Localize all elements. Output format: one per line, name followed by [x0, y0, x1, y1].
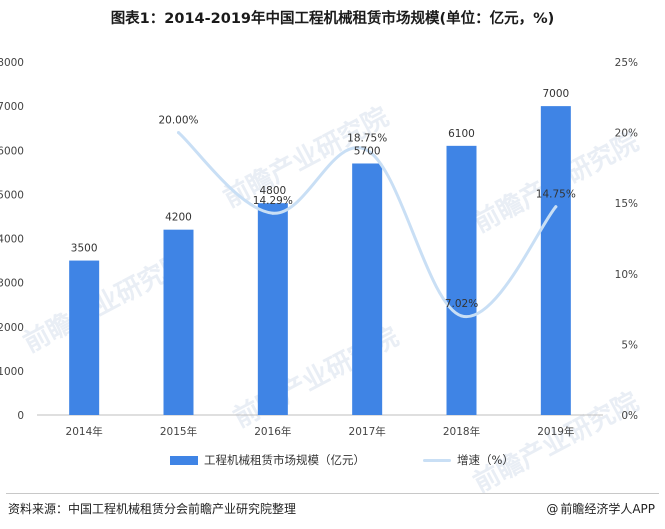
bar-value-label: 3500 [71, 243, 98, 255]
bar-layer [69, 106, 571, 415]
growth-value-label: 7.02% [445, 298, 478, 310]
legend-bar-label: 工程机械租赁市场规模（亿元） [204, 453, 365, 467]
bar [446, 145, 477, 415]
legend: 工程机械租赁市场规模（亿元） 增速（%） [170, 452, 572, 468]
y-right-tick-label: 25% [615, 57, 638, 69]
bar-value-label: 4200 [165, 212, 192, 224]
bar-value-label: 6100 [448, 128, 475, 140]
bar [257, 203, 288, 415]
line-layer [177, 131, 558, 318]
axis-layer: 0 1000 2000 3000 4000 5000 6000 7000 8000 0% 5% 10%… [0, 57, 638, 438]
y-left-tick-label: 3000 [0, 278, 24, 290]
x-tick-label: 2017年 [349, 425, 386, 438]
legend-item-bar: 工程机械租赁市场规模（亿元） [170, 452, 365, 468]
legend-line-label: 增速（%） [457, 453, 514, 467]
credit-text: 前瞻经济学人APP [560, 502, 655, 516]
y-left-tick-label: 8000 [0, 57, 24, 69]
y-right-tick-label: 10% [615, 269, 638, 281]
bar-value-label: 4800 [259, 185, 286, 197]
y-right-tick-label: 5% [621, 339, 638, 351]
growth-point [460, 314, 463, 318]
data-label-layer: 3500 4200 4800 5700 6100 7000 20.00% 14.29% 18.7… [71, 88, 576, 310]
x-tick-label: 2019年 [537, 425, 574, 438]
y-left-tick-label: 1000 [0, 366, 24, 378]
y-right-tick-label: 0% [621, 410, 638, 422]
growth-point [365, 148, 369, 152]
x-tick-label: 2018年 [443, 425, 480, 438]
legend-item-line: 增速（%） [423, 452, 514, 468]
bar [352, 163, 383, 415]
x-tick-label: 2016年 [254, 425, 291, 438]
growth-value-label: 18.75% [347, 132, 387, 144]
growth-value-label: 14.75% [536, 189, 576, 201]
y-left-tick-label: 2000 [0, 322, 24, 334]
x-tick-label: 2014年 [66, 425, 103, 438]
x-tick-label: 2015年 [160, 425, 197, 438]
y-left-tick-label: 4000 [0, 234, 24, 246]
growth-point [554, 205, 558, 209]
credit: @ 前瞻经济学人APP [546, 500, 655, 517]
bar [540, 106, 571, 415]
y-left-tick-label: 0 [17, 410, 24, 422]
y-right-tick-label: 15% [615, 198, 638, 210]
y-left-tick-label: 6000 [0, 145, 24, 157]
chart-title: 图表1：2014-2019年中国工程机械租赁市场规模(单位：亿元，%) [110, 11, 555, 27]
legend-bar-swatch [170, 455, 198, 465]
y-left-tick-label: 5000 [0, 189, 24, 201]
footer-divider [6, 493, 659, 494]
y-right-tick-label: 20% [615, 128, 638, 140]
growth-point [271, 211, 275, 215]
bar [69, 260, 100, 415]
growth-point [177, 131, 180, 135]
source-note: 资料来源：中国工程机械租赁分会前瞻产业研究院整理 [8, 502, 297, 516]
legend-line-swatch [423, 458, 451, 462]
growth-line [177, 131, 558, 318]
growth-value-label: 20.00% [158, 115, 198, 127]
bar [163, 229, 194, 415]
bar-value-label: 7000 [542, 88, 569, 100]
bar-value-label: 5700 [354, 145, 381, 157]
credit-at-sign: @ [546, 501, 559, 516]
growth-value-label: 14.29% [253, 195, 293, 207]
y-left-tick-label: 7000 [0, 101, 24, 113]
